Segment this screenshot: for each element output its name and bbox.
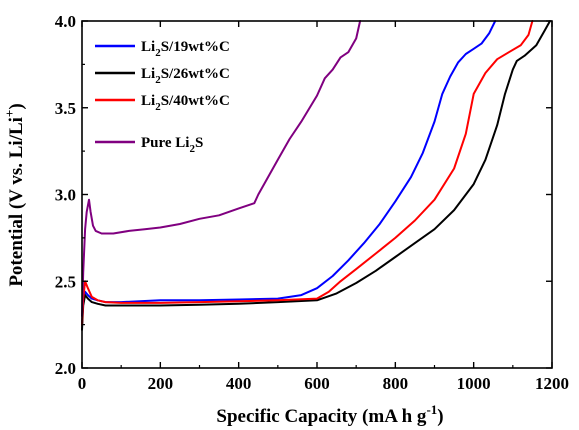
y-tick-label: 3.0 <box>55 186 76 205</box>
y-tick-label: 4.0 <box>55 12 76 31</box>
x-tick-label: 1200 <box>535 374 569 393</box>
legend-label-4: Pure Li2S <box>141 135 203 155</box>
legend: Li2S/19wt%C Li2S/26wt%C Li2S/40wt%C Pure Li… <box>95 39 230 155</box>
x-axis-title-main: Specific Capacity (mA h g <box>216 406 427 427</box>
series-line-2 <box>81 20 551 331</box>
legend-label-1: Li2S/19wt%C <box>141 39 230 59</box>
x-axis-title-exponent: -1 <box>426 402 437 417</box>
x-tick-label: 400 <box>226 374 252 393</box>
y-tick-label: 2.0 <box>55 359 76 378</box>
x-tick-label: 600 <box>304 374 330 393</box>
series-layer <box>81 20 551 331</box>
ticks-layer: 0 200 400 600 800 1000 1200 2.0 2.5 3.0 3.5 4.0 <box>55 12 569 393</box>
x-axis-title-close: ) <box>437 406 443 427</box>
series-line-3 <box>81 20 534 326</box>
y-axis-title-exponent: + <box>2 110 17 117</box>
y-axis-title-main: Potential (V vs. Li/Li <box>6 117 27 287</box>
y-tick-label: 2.5 <box>55 272 76 291</box>
series-line-4 <box>81 20 362 317</box>
y-axis-title: Potential (V vs. Li/Li+) <box>2 103 27 286</box>
x-tick-label: 200 <box>148 374 174 393</box>
x-tick-label: 0 <box>78 374 87 393</box>
x-tick-label: 800 <box>383 374 409 393</box>
x-axis-title: Specific Capacity (mA h g-1) <box>216 402 443 427</box>
x-tick-label: 1000 <box>457 374 491 393</box>
y-tick-label: 3.5 <box>55 99 76 118</box>
legend-label-2: Li2S/26wt%C <box>141 66 230 86</box>
legend-label-3: Li2S/40wt%C <box>141 93 230 113</box>
y-axis-title-close: ) <box>6 103 27 109</box>
